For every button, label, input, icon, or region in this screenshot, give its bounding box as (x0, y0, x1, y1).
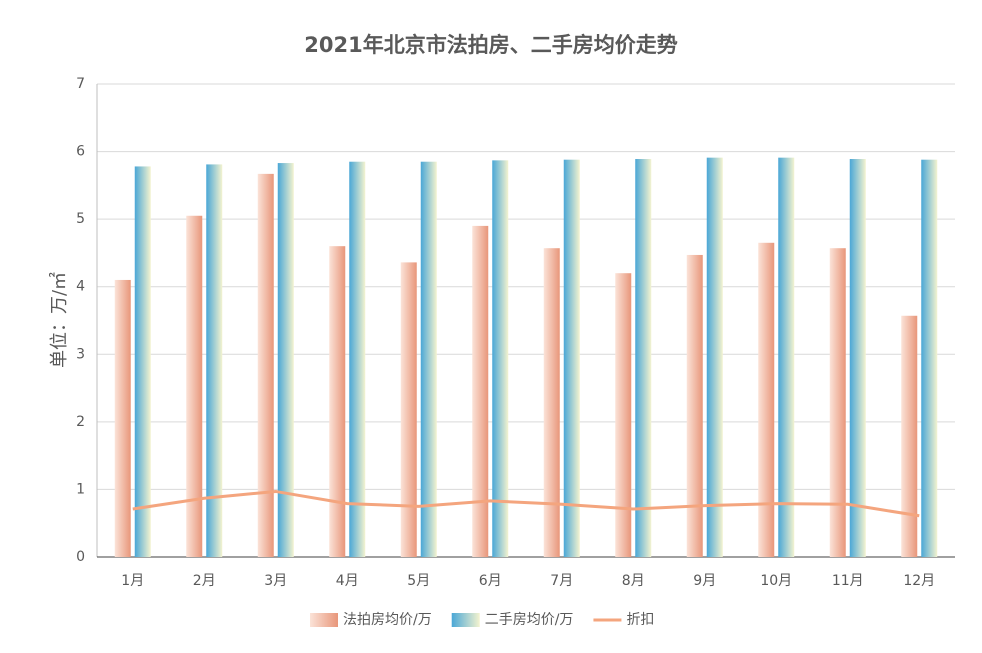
bar (186, 215, 203, 557)
bar (563, 159, 580, 557)
bar (706, 157, 723, 557)
bar (277, 163, 294, 557)
y-tick-label: 2 (76, 414, 85, 430)
x-tick-label: 3月 (264, 573, 287, 589)
bar (543, 248, 560, 557)
bar (921, 159, 938, 557)
bar (472, 225, 489, 557)
x-tick-label: 10月 (760, 573, 792, 589)
legend-swatch (451, 613, 480, 627)
x-tick-label: 5月 (407, 573, 430, 589)
bar (134, 166, 151, 558)
bar (901, 315, 918, 557)
bar (329, 246, 346, 557)
bar (420, 161, 437, 557)
line (132, 489, 920, 518)
y-tick-label: 3 (76, 346, 85, 362)
bar (829, 248, 846, 557)
y-tick-label: 5 (76, 211, 85, 227)
y-tick-label: 1 (76, 481, 85, 497)
bar (615, 273, 632, 557)
legend-label: 折扣 (626, 612, 654, 628)
legend-label: 二手房均价/万 (485, 612, 574, 628)
y-tick-label: 7 (76, 76, 85, 92)
bar (492, 160, 509, 557)
bar (758, 242, 775, 558)
x-tick-label: 11月 (832, 573, 864, 589)
x-tick-label: 4月 (336, 573, 359, 589)
bar (400, 262, 417, 557)
legend-swatch (310, 613, 338, 627)
x-tick-label: 9月 (693, 573, 716, 589)
bar (686, 254, 703, 557)
bar (778, 157, 795, 557)
bar (114, 279, 131, 557)
bar (206, 164, 223, 557)
x-tick-label: 8月 (622, 573, 645, 589)
bar (349, 161, 366, 557)
y-tick-label: 6 (76, 144, 85, 160)
y-axis-title: 单位：万/㎡ (48, 272, 70, 368)
x-tick-label: 12月 (903, 573, 935, 589)
bar (849, 159, 866, 558)
x-tick-label: 2月 (193, 573, 216, 589)
x-tick-label: 1月 (121, 573, 144, 589)
x-tick-label: 6月 (479, 573, 502, 589)
x-tick-label: 7月 (550, 573, 573, 589)
y-tick-label: 4 (76, 279, 85, 295)
bar (257, 173, 274, 557)
legend-label: 法拍房均价/万 (343, 612, 432, 628)
y-tick-label: 0 (76, 549, 85, 565)
chart-title: 2021年北京市法拍房、二手房均价走势 (304, 33, 677, 57)
bar (635, 159, 652, 558)
